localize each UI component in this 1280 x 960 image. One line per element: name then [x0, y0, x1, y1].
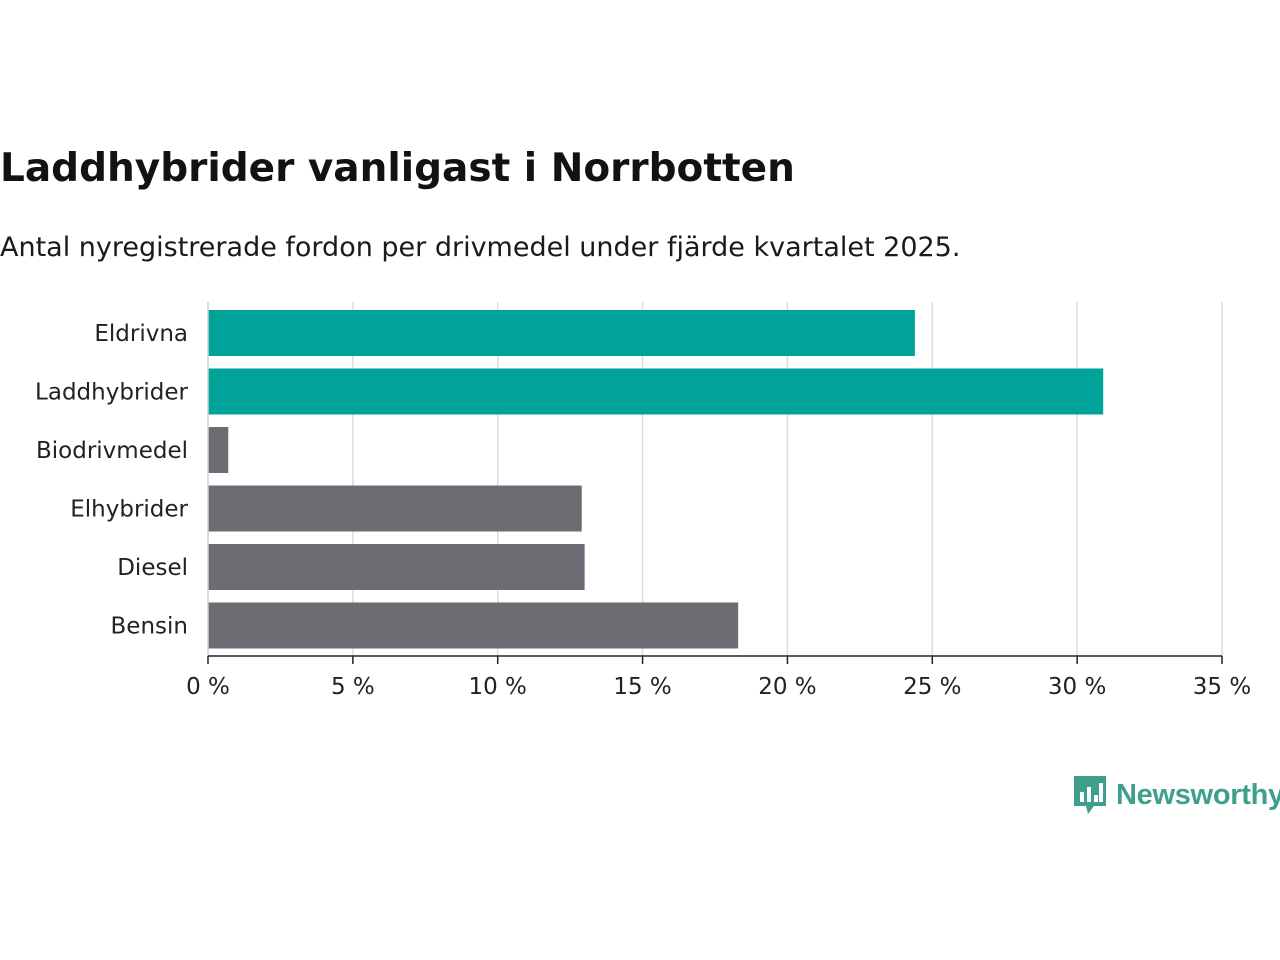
category-label: Diesel	[117, 555, 188, 581]
bar-diesel	[208, 544, 585, 590]
x-tick-label: 30 %	[1048, 674, 1106, 700]
x-tick-label: 25 %	[903, 674, 961, 700]
bar-laddhybrider	[208, 368, 1104, 415]
category-label: Laddhybrider	[35, 380, 188, 406]
chart-subtitle: Antal nyregistrerade fordon per drivmede…	[0, 232, 961, 263]
x-tick-label: 15 %	[613, 674, 671, 700]
brand-name: Newsworthy	[1116, 778, 1280, 811]
category-label: Elhybrider	[70, 497, 188, 523]
x-tick-label: 35 %	[1193, 674, 1251, 700]
bar-bensin	[208, 602, 739, 649]
bar-eldrivna	[208, 310, 915, 356]
category-label: Bensin	[111, 614, 188, 640]
brand-logo: Newsworthy	[1072, 774, 1280, 816]
x-tick-label: 5 %	[331, 674, 375, 700]
bar-elhybrider	[208, 485, 582, 532]
bar-biodrivmedel	[208, 427, 229, 473]
chart-title: Laddhybrider vanligast i Norrbotten	[0, 146, 795, 191]
x-tick-label: 20 %	[758, 674, 816, 700]
x-tick-label: 0 %	[186, 674, 230, 700]
x-tick-label: 10 %	[468, 674, 526, 700]
newsworthy-logo-icon	[1074, 776, 1106, 814]
bar-chart: Eldrivna Laddhybrider Biodrivmedel Elhybrid…	[35, 302, 1251, 700]
category-label: Biodrivmedel	[36, 438, 188, 464]
category-label: Eldrivna	[94, 321, 188, 347]
